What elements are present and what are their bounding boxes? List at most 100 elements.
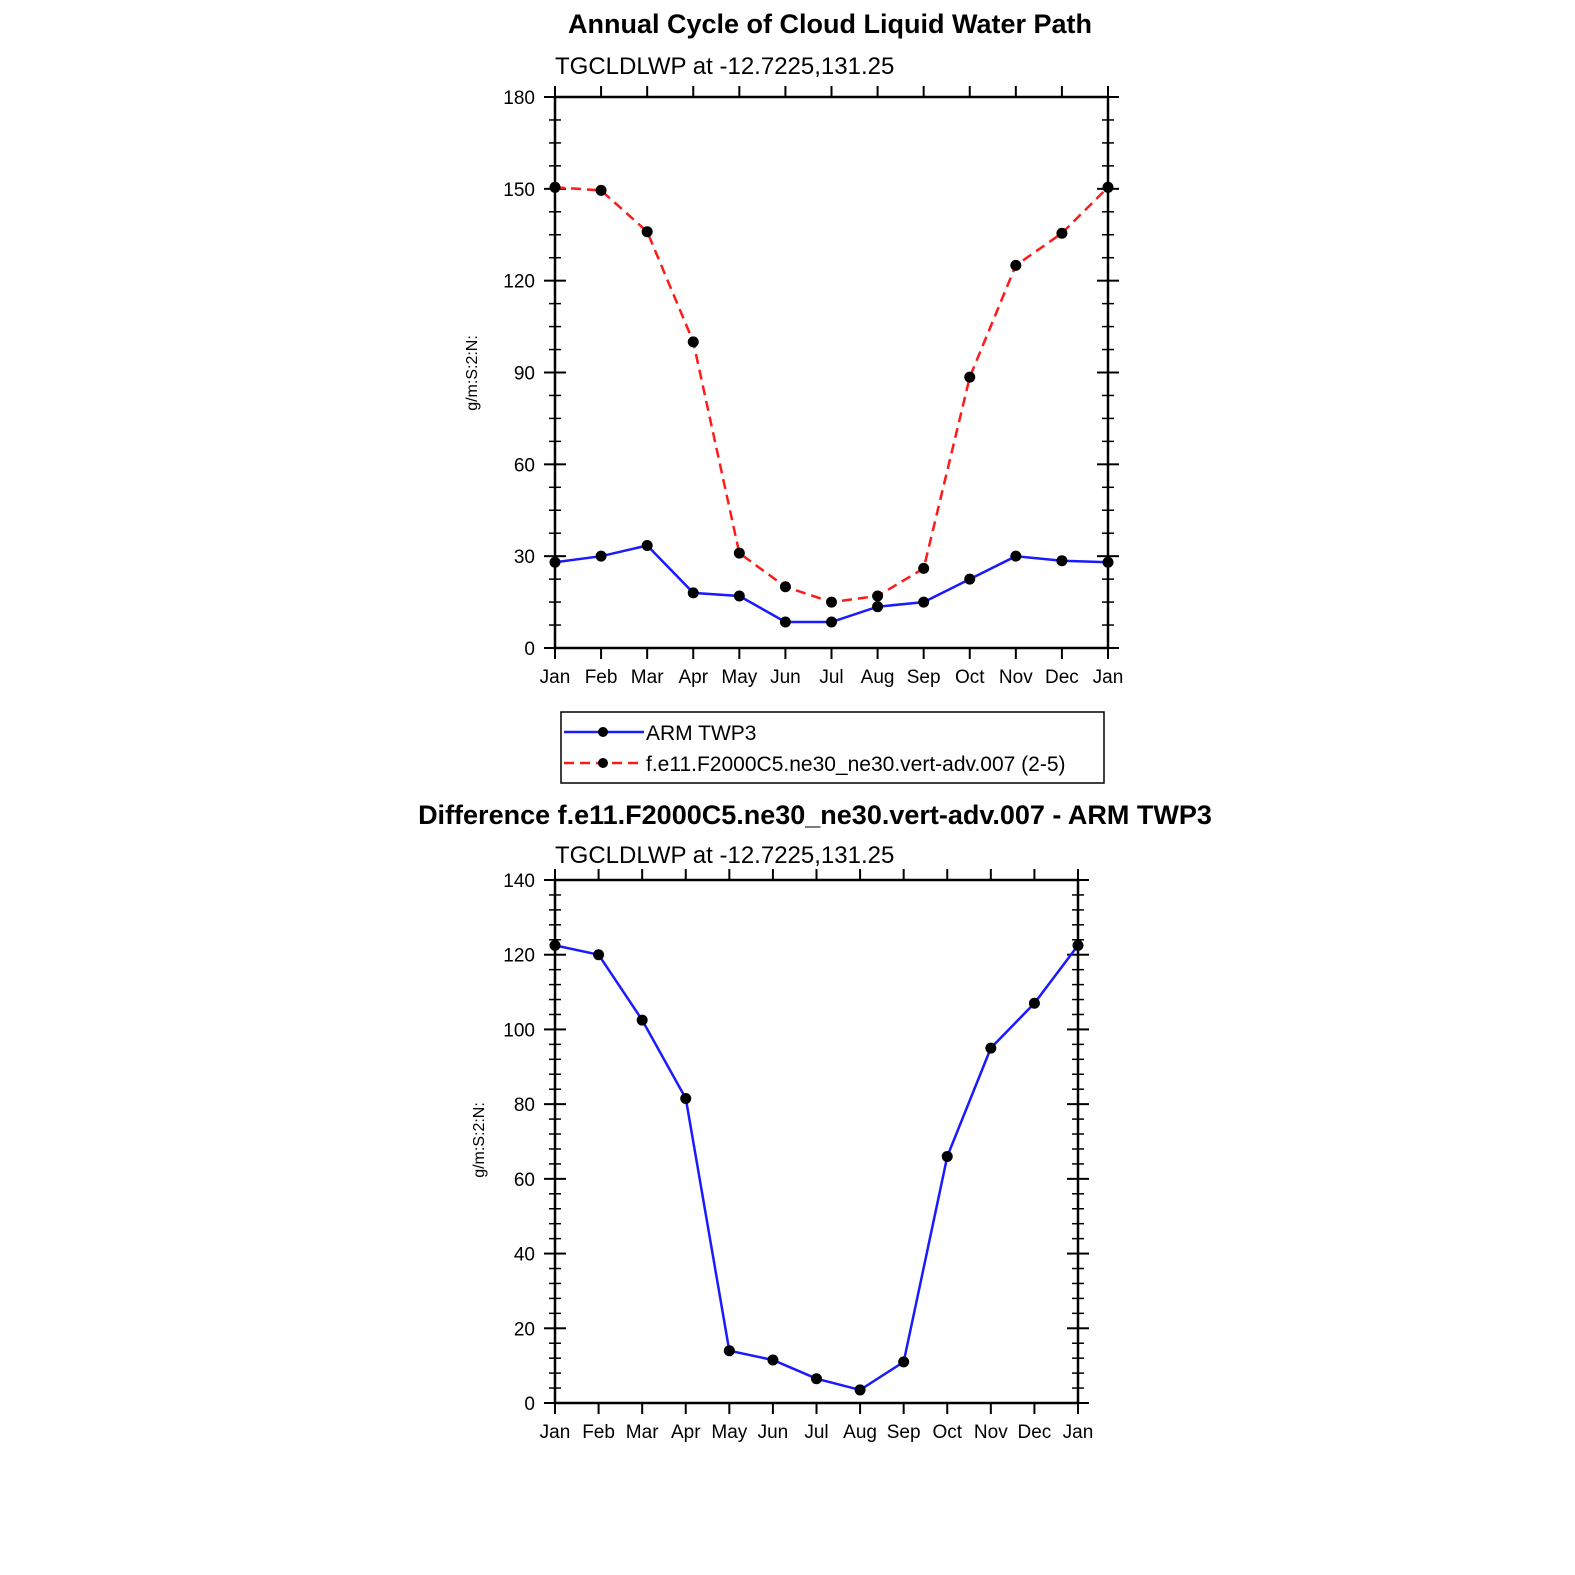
- y-axis-label: g/m:S:2:N:: [471, 1102, 488, 1178]
- x-tick-label: Oct: [932, 1422, 962, 1443]
- data-point: [898, 1356, 910, 1368]
- data-point: [872, 590, 884, 602]
- plot-marks: [549, 181, 1114, 628]
- data-point: [941, 1150, 953, 1162]
- data-point: [767, 1354, 779, 1366]
- chart-subtitle: TGCLDLWP at -12.7225,131.25: [555, 842, 894, 869]
- data-point: [593, 949, 605, 961]
- plot-marks: [549, 939, 1084, 1396]
- x-tick-label: Jan: [1063, 1422, 1094, 1443]
- x-tick-label: Mar: [631, 667, 664, 688]
- x-tick-label: Feb: [582, 1422, 615, 1443]
- data-point: [826, 596, 837, 608]
- x-tick-label: Feb: [585, 667, 618, 688]
- y-tick-label: 90: [514, 364, 535, 385]
- y-tick-label: 120: [503, 272, 535, 293]
- y-tick-label: 20: [514, 1319, 535, 1340]
- data-point: [733, 590, 745, 602]
- data-point: [687, 336, 699, 348]
- data-point: [549, 556, 561, 568]
- x-tick-label: May: [721, 667, 757, 688]
- x-tick-label: Oct: [955, 667, 985, 688]
- data-point: [641, 226, 653, 238]
- data-point: [595, 184, 607, 196]
- legend-box: [560, 711, 1105, 784]
- cloud-lwp-annual-cycle-chart: Annual Cycle of Cloud Liquid Water Path …: [464, 9, 1123, 784]
- series-line-1: [554, 186, 1109, 604]
- legend-marker-model: [598, 758, 608, 768]
- data-point: [964, 371, 976, 383]
- data-point: [779, 581, 791, 593]
- data-point: [733, 547, 745, 559]
- x-tick-label: Sep: [887, 1422, 921, 1443]
- y-tick-label: 140: [503, 871, 535, 892]
- y-tick-label: 120: [503, 946, 535, 967]
- data-point: [641, 539, 653, 551]
- x-tick-label: Nov: [999, 667, 1033, 688]
- data-point: [687, 587, 699, 599]
- difference-chart: Difference f.e11.F2000C5.ne30_ne30.vert-…: [418, 800, 1212, 1443]
- x-tick-label: Jun: [758, 1422, 789, 1443]
- x-tick-label: Apr: [678, 667, 708, 688]
- data-point: [964, 573, 976, 585]
- data-point: [1102, 181, 1114, 193]
- x-tick-label: Mar: [626, 1422, 659, 1443]
- chart-title: Annual Cycle of Cloud Liquid Water Path: [568, 9, 1092, 39]
- y-tick-label: 150: [503, 180, 535, 201]
- y-tick-label: 30: [514, 547, 535, 568]
- x-tick-label: Nov: [974, 1422, 1008, 1443]
- x-tick-label: Dec: [1018, 1422, 1052, 1443]
- data-point: [549, 939, 561, 951]
- y-tick-label: 0: [524, 1394, 535, 1415]
- series-line-0: [554, 544, 1109, 624]
- x-tick-label: Jun: [770, 667, 801, 688]
- data-point: [985, 1042, 997, 1054]
- chart-subtitle: TGCLDLWP at -12.7225,131.25: [555, 53, 894, 80]
- x-tick-label: Jan: [540, 1422, 571, 1443]
- legend-label-arm: ARM TWP3: [646, 722, 756, 745]
- y-tick-label: 0: [524, 639, 535, 660]
- data-point: [595, 550, 607, 562]
- data-point: [1010, 259, 1022, 271]
- series-line-0: [554, 944, 1079, 1392]
- y-tick-label: 60: [514, 1170, 535, 1191]
- y-tick-label: 60: [514, 455, 535, 476]
- data-point: [1028, 997, 1040, 1009]
- x-tick-label: Jul: [819, 667, 843, 688]
- plot-axes: Jan Feb Mar Apr May Jun Jul Aug Sep Oct Nov Dec Jan0…: [503, 86, 1123, 688]
- x-tick-label: Sep: [907, 667, 941, 688]
- plot-axes: Jan Feb Mar Apr May Jun Jul Aug Sep Oct Nov Dec Jan0…: [503, 869, 1093, 1443]
- y-tick-label: 40: [514, 1245, 535, 1266]
- data-point: [779, 616, 791, 628]
- data-point: [1056, 555, 1068, 567]
- data-point: [723, 1345, 735, 1357]
- y-tick-label: 180: [503, 88, 535, 109]
- data-point: [826, 616, 837, 628]
- data-point: [1102, 556, 1114, 568]
- x-tick-label: Aug: [861, 667, 895, 688]
- y-tick-label: 80: [514, 1095, 535, 1116]
- data-point: [680, 1093, 692, 1105]
- plot-frame: [553, 95, 1110, 650]
- x-tick-label: Dec: [1045, 667, 1079, 688]
- data-point: [636, 1014, 648, 1026]
- x-tick-label: May: [711, 1422, 747, 1443]
- plot-frame: [553, 878, 1080, 1405]
- chart-title: Difference f.e11.F2000C5.ne30_ne30.vert-…: [418, 800, 1212, 830]
- data-point: [872, 601, 884, 613]
- legend-marker-arm: [598, 727, 608, 737]
- legend: ARM TWP3 f.e11.F2000C5.ne30_ne30.vert-ad…: [560, 711, 1105, 784]
- data-point: [918, 596, 930, 608]
- x-tick-label: Jul: [804, 1422, 828, 1443]
- y-tick-label: 100: [503, 1020, 535, 1041]
- data-point: [1072, 939, 1084, 951]
- x-tick-label: Jan: [540, 667, 571, 688]
- x-tick-label: Apr: [671, 1422, 701, 1443]
- data-point: [811, 1373, 822, 1385]
- data-point: [1010, 550, 1022, 562]
- data-point: [918, 562, 930, 574]
- x-tick-label: Aug: [843, 1422, 877, 1443]
- x-tick-label: Jan: [1093, 667, 1124, 688]
- data-point: [549, 181, 561, 193]
